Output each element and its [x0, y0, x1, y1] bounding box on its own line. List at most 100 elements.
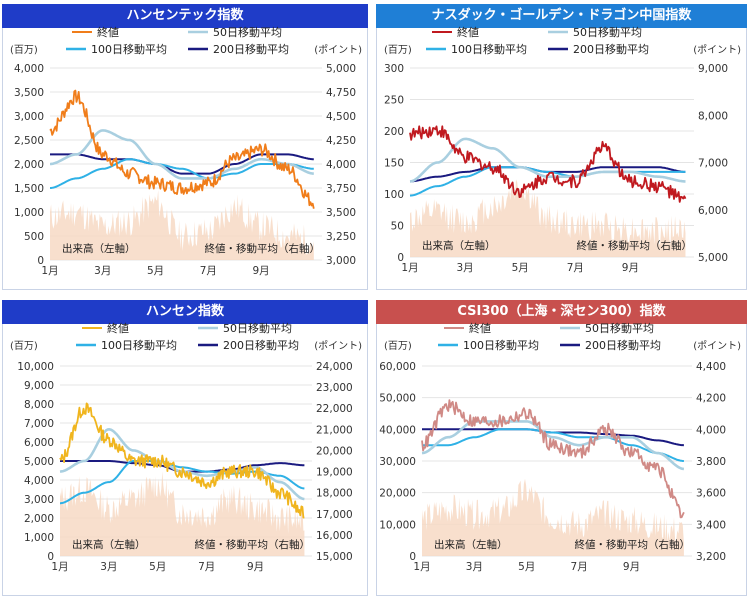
right-axis-unit: (ポイント): [693, 44, 741, 56]
left-tick-label: 5,000: [24, 456, 54, 468]
x-tick-label: 5月: [149, 561, 166, 573]
x-tick-label: 5月: [518, 561, 535, 573]
legend: 終値 50日移動平均 100日移動平均 200日移動平均: [66, 25, 289, 56]
close-line: [409, 125, 687, 203]
left-tick-label: 4,000: [24, 475, 54, 487]
chart-frame: [376, 28, 747, 290]
left-tick-label: 30,000: [379, 456, 416, 468]
legend-close-label: 終値: [107, 321, 129, 335]
right-axis-unit: (ポイント): [693, 340, 741, 352]
x-tick-label: 7月: [571, 561, 588, 573]
chart-panel-hstech: ハンセンテック指数 終値 50日移動平均 100日移動平均 200日移動平均 (百万) (…: [2, 4, 368, 290]
chart-svg: 終値 50日移動平均 100日移動平均 200日移動平均 (百万) (ポイント) 0 50 10…: [384, 25, 741, 274]
legend: 終値 50日移動平均 100日移動平均 200日移動平均: [76, 321, 299, 352]
ma100-line: [422, 428, 684, 462]
chart-svg: 終値 50日移動平均 100日移動平均 200日移動平均 (百万) (ポイント) 0 500 1…: [10, 25, 362, 277]
left-tick-label: 1,000: [14, 207, 44, 219]
volume-axis-note: 出来高（左軸）: [62, 242, 136, 255]
x-tick-label: 1月: [413, 561, 430, 573]
x-tick-label: 9月: [252, 265, 269, 277]
right-tick-label: 4,000: [326, 159, 356, 171]
left-tick-label: 8,000: [24, 399, 54, 411]
left-tick-label: 60,000: [379, 361, 416, 373]
x-tick-label: 5月: [147, 265, 164, 277]
ma100-line: [50, 158, 314, 189]
left-tick-label: 10,000: [379, 519, 416, 531]
x-tick-label: 7月: [200, 265, 217, 277]
left-tick-label: 0: [47, 551, 54, 563]
legend: 終値 50日移動平均 100日移動平均 200日移動平均: [426, 25, 649, 56]
chart-title: CSI300（上海・深セン300）指数: [376, 300, 747, 324]
chart-title: ハンセンテック指数: [2, 4, 368, 28]
legend-ma200-label: 200日移動平均: [213, 42, 289, 56]
left-tick-label: 3,000: [24, 494, 54, 506]
right-axis-unit: (ポイント): [314, 340, 362, 352]
right-tick-label: 4,200: [696, 393, 726, 405]
price-axis-note: 終値・移動平均（右軸）: [577, 239, 693, 252]
volume-area: [50, 190, 314, 260]
close-line: [421, 399, 685, 519]
x-tick-label: 1月: [51, 561, 68, 573]
right-tick-label: 4,750: [326, 87, 356, 99]
x-tick-label: 3月: [100, 561, 117, 573]
right-tick-label: 3,400: [696, 519, 726, 531]
legend: 終値 50日移動平均 100日移動平均 200日移動平均: [438, 321, 661, 352]
left-tick-label: 2,500: [14, 135, 44, 147]
chart-svg: 終値 50日移動平均 100日移動平均 200日移動平均 (百万) (ポイント) 0 1,00…: [10, 321, 362, 573]
left-tick-label: 3,000: [14, 111, 44, 123]
chart-panel-golden-dragon: ナスダック・ゴールデン・ドラゴン中国指数 終値 50日移動平均 100日移動平均 20…: [376, 4, 747, 290]
left-tick-label: 150: [384, 158, 404, 170]
close-line: [59, 402, 305, 519]
chart-frame: [2, 324, 368, 596]
gridlines: [50, 67, 322, 261]
volume-axis-note: 出来高（左軸）: [72, 538, 146, 551]
x-tick-label: 1月: [41, 265, 58, 277]
left-tick-label: 40,000: [379, 424, 416, 436]
chart-panel-hang-seng: ハンセン指数 終値 50日移動平均 100日移動平均 200日移動平均 (百万) (ポイン…: [2, 300, 368, 596]
right-tick-label: 3,500: [326, 207, 356, 219]
left-tick-label: 7,000: [24, 418, 54, 430]
chart-frame: [376, 324, 747, 596]
left-tick-label: 50: [391, 221, 404, 233]
legend-ma100-label: 100日移動平均: [463, 338, 539, 352]
right-tick-label: 16,000: [316, 530, 353, 542]
right-tick-label: 24,000: [316, 361, 353, 373]
price-axis-note: 終値・移動平均（右軸）: [205, 242, 321, 255]
legend-close-label: 終値: [457, 25, 479, 39]
left-axis-unit: (百万): [384, 340, 412, 352]
left-axis-unit: (百万): [10, 340, 38, 352]
right-tick-label: 19,000: [316, 467, 353, 479]
x-tick-label: 9月: [247, 561, 264, 573]
left-tick-label: 0: [409, 551, 416, 563]
legend-ma50-label: 50日移動平均: [223, 321, 292, 335]
right-tick-label: 3,250: [326, 231, 356, 243]
right-tick-label: 22,000: [316, 403, 353, 415]
right-tick-label: 5,000: [698, 252, 728, 264]
legend-close-label: 終値: [97, 25, 119, 39]
left-tick-label: 1,000: [24, 532, 54, 544]
left-tick-label: 3,500: [14, 87, 44, 99]
left-tick-label: 6,000: [24, 437, 54, 449]
left-tick-label: 2,000: [14, 159, 44, 171]
left-tick-label: 500: [24, 231, 44, 243]
legend-ma200-label: 200日移動平均: [223, 338, 299, 352]
legend-ma200-label: 200日移動平均: [573, 42, 649, 56]
x-tick-label: 9月: [622, 262, 639, 274]
right-tick-label: 20,000: [316, 445, 353, 457]
x-tick-label: 3月: [457, 262, 474, 274]
right-tick-label: 23,000: [316, 382, 353, 394]
left-tick-label: 1,500: [14, 183, 44, 195]
price-axis-note: 終値・移動平均（右軸）: [575, 538, 691, 551]
right-tick-label: 9,000: [698, 63, 728, 75]
right-tick-label: 3,200: [696, 551, 726, 563]
x-tick-label: 9月: [623, 561, 640, 573]
left-tick-label: 9,000: [24, 380, 54, 392]
left-tick-label: 0: [37, 255, 44, 267]
x-tick-label: 3月: [94, 265, 111, 277]
right-tick-label: 4,400: [696, 361, 726, 373]
right-tick-label: 4,500: [326, 111, 356, 123]
volume-area: [422, 478, 684, 556]
chart-title: ハンセン指数: [2, 300, 368, 324]
volume-area: [410, 179, 686, 257]
chart-frame: [2, 28, 368, 290]
